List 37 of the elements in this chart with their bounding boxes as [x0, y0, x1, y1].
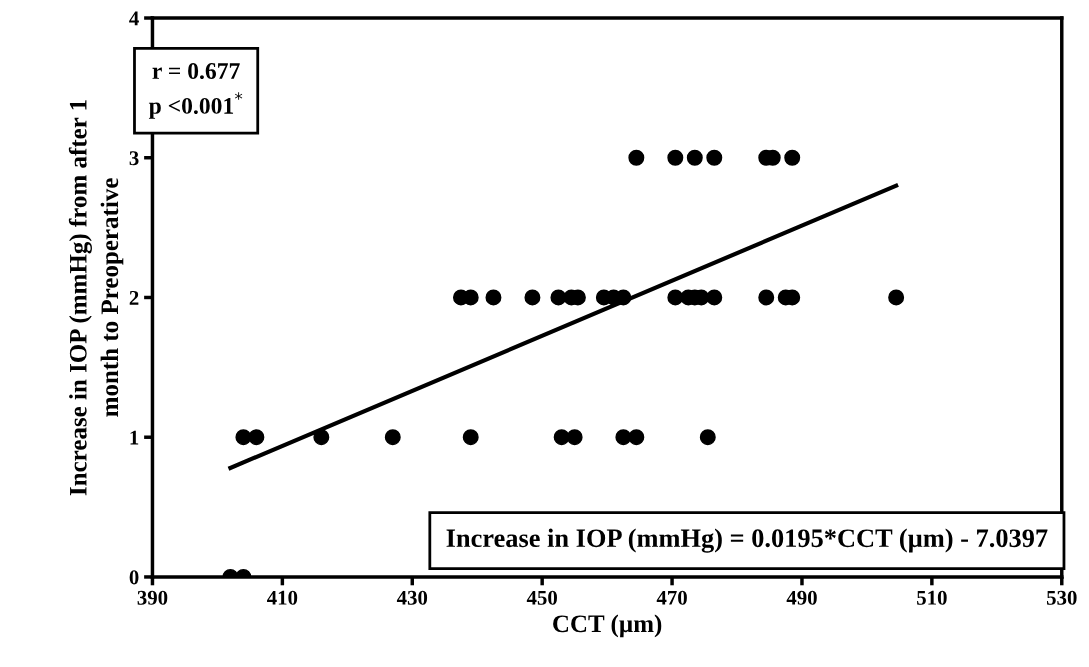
point	[553, 429, 570, 446]
point	[313, 429, 330, 446]
point	[248, 429, 265, 446]
point	[485, 289, 502, 306]
x-tick-label: 510	[917, 590, 947, 605]
point	[384, 429, 401, 446]
y-tick-label: 4	[129, 11, 139, 26]
point	[628, 149, 645, 166]
x-axis-title: CCT (µm)	[553, 614, 662, 638]
point	[706, 149, 723, 166]
y-axis-title: Increase in IOP (mmHg) from after 1 month to Preoperative	[68, 100, 124, 496]
annotation: Increase in IOP (mmHg) = 0.0195*CCT (µm) - 7.0397	[446, 528, 1048, 553]
y-tick-label: 1	[130, 430, 139, 445]
point	[235, 429, 252, 446]
x-tick-label: 410	[267, 590, 298, 605]
x-tick-label: 530	[1046, 590, 1077, 605]
point	[524, 289, 541, 306]
point	[888, 289, 905, 306]
point	[699, 429, 716, 446]
point	[667, 149, 684, 166]
x-tick-label: 430	[396, 590, 428, 605]
y-tick-label: 2	[129, 290, 139, 305]
point	[462, 429, 479, 446]
x-tick-label: 470	[656, 590, 687, 605]
x-tick-label: 490	[786, 590, 817, 605]
x-tick-label: 390	[137, 590, 168, 605]
point	[628, 429, 645, 446]
point	[784, 149, 801, 166]
annotation: r = 0.677 p <0.001$^{*}$	[148, 63, 243, 119]
point	[615, 429, 632, 446]
point	[758, 289, 775, 306]
point	[706, 289, 723, 306]
point	[566, 429, 583, 446]
x-tick-label: 450	[526, 590, 557, 605]
y-tick-label: 0	[129, 570, 139, 585]
point	[686, 149, 703, 166]
y-tick-label: 3	[129, 151, 139, 166]
